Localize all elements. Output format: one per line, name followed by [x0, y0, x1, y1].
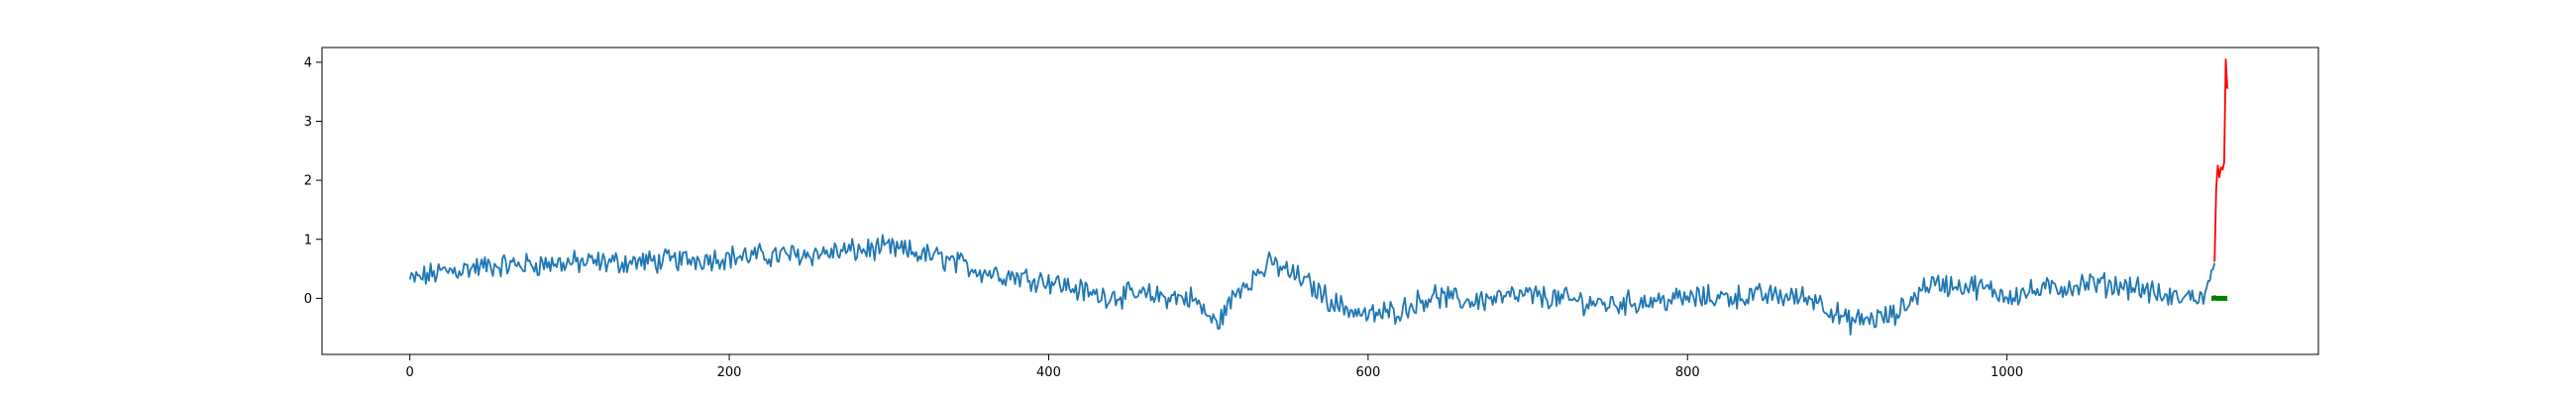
plot-frame: [321, 47, 2319, 355]
x-tick-label: 200: [717, 365, 742, 380]
y-tick-label: 1: [304, 233, 312, 248]
series-line-baseline: [2210, 295, 2228, 301]
y-tick-label: 3: [304, 115, 312, 130]
series-line-forecast: [2213, 58, 2229, 262]
x-axis: 0 200 400 600 800 1000: [406, 354, 2023, 380]
x-tick-label: 0: [406, 365, 414, 380]
series-layer: [408, 58, 2229, 336]
x-tick-label: 400: [1036, 365, 1061, 380]
x-tick-label: 800: [1675, 365, 1700, 380]
plot-background: [322, 48, 2318, 354]
y-tick-label: 4: [304, 55, 312, 70]
y-tick-label: 2: [304, 174, 312, 189]
x-tick-label: 1000: [1990, 365, 2023, 380]
series-line-history: [408, 234, 2216, 336]
x-tick-label: 600: [1355, 365, 1380, 380]
y-axis: 0 1 2 3 4: [304, 55, 322, 307]
y-tick-label: 0: [304, 292, 312, 307]
